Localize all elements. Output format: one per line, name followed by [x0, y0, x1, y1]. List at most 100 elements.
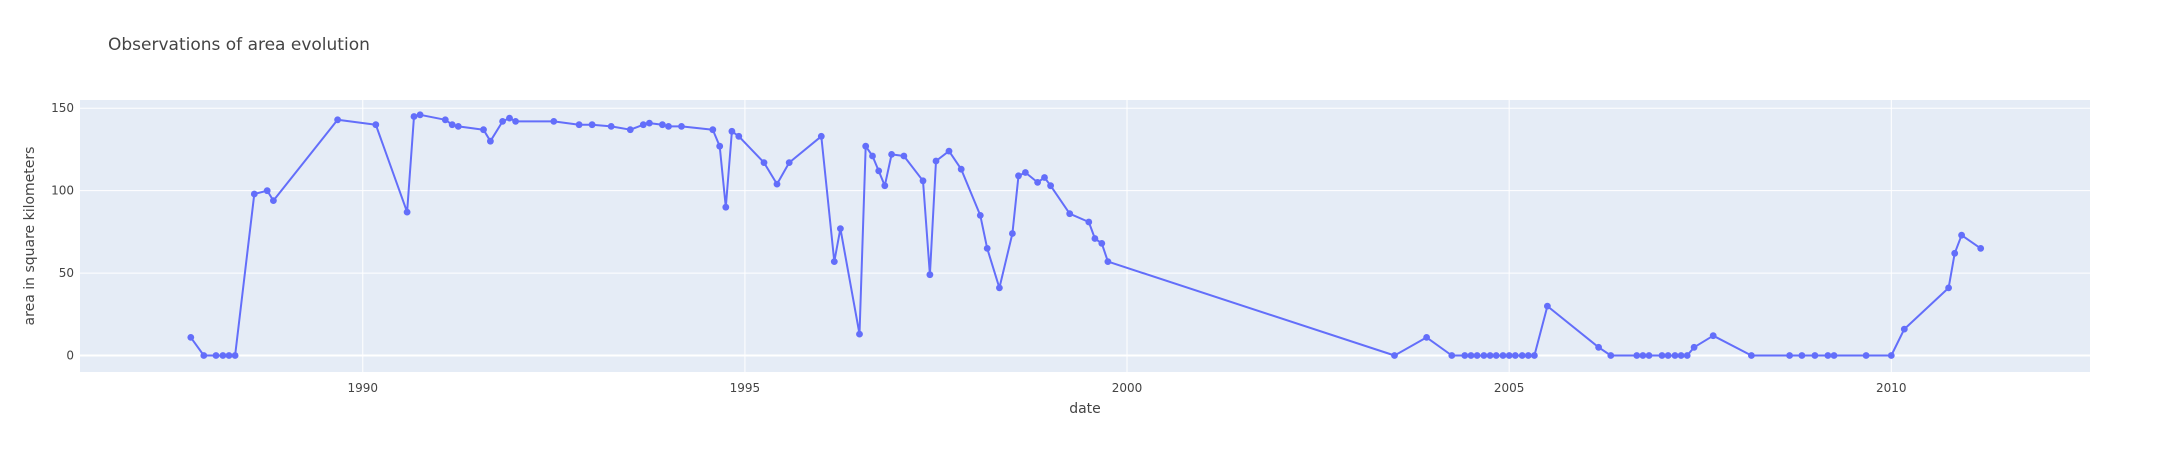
- data-point[interactable]: [1461, 352, 1469, 359]
- data-point[interactable]: [785, 159, 793, 167]
- data-point[interactable]: [837, 225, 844, 233]
- data-point[interactable]: [856, 330, 863, 338]
- data-point[interactable]: [270, 197, 277, 205]
- data-point[interactable]: [512, 118, 519, 125]
- data-point[interactable]: [639, 121, 647, 129]
- data-point[interactable]: [499, 118, 506, 125]
- data-point[interactable]: [1664, 352, 1672, 359]
- data-point[interactable]: [1098, 240, 1106, 247]
- data-point[interactable]: [996, 284, 1003, 292]
- data-point[interactable]: [231, 352, 239, 359]
- data-point[interactable]: [1473, 352, 1481, 359]
- data-point[interactable]: [1518, 352, 1526, 359]
- data-point[interactable]: [1531, 352, 1538, 359]
- data-point[interactable]: [1022, 169, 1029, 176]
- data-point[interactable]: [1423, 334, 1430, 341]
- data-point[interactable]: [550, 118, 558, 125]
- data-point[interactable]: [1824, 352, 1832, 359]
- data-point[interactable]: [1798, 352, 1806, 359]
- data-point[interactable]: [1091, 235, 1099, 242]
- data-point[interactable]: [1047, 182, 1054, 190]
- data-point[interactable]: [945, 147, 953, 155]
- data-point[interactable]: [1066, 210, 1074, 218]
- data-point[interactable]: [1709, 332, 1717, 340]
- data-point[interactable]: [1486, 352, 1494, 359]
- data-point[interactable]: [1862, 352, 1870, 359]
- data-point[interactable]: [1671, 352, 1679, 359]
- data-point[interactable]: [1677, 352, 1685, 359]
- data-point[interactable]: [1945, 284, 1952, 292]
- data-point[interactable]: [1015, 172, 1022, 180]
- data-point[interactable]: [1639, 352, 1647, 359]
- data-point[interactable]: [1645, 352, 1653, 359]
- data-point[interactable]: [250, 190, 258, 198]
- data-point[interactable]: [932, 157, 940, 165]
- data-point[interactable]: [1607, 352, 1615, 359]
- data-point[interactable]: [1951, 249, 1959, 257]
- data-point[interactable]: [1977, 245, 1985, 252]
- data-point[interactable]: [709, 126, 717, 134]
- data-point[interactable]: [773, 180, 781, 188]
- data-point[interactable]: [1492, 352, 1500, 359]
- data-point[interactable]: [1595, 343, 1602, 351]
- data-point[interactable]: [875, 167, 883, 175]
- data-point[interactable]: [1658, 352, 1666, 359]
- data-point[interactable]: [372, 121, 380, 129]
- data-point[interactable]: [403, 208, 411, 216]
- data-point[interactable]: [1104, 258, 1112, 265]
- data-point[interactable]: [1544, 302, 1551, 310]
- data-point[interactable]: [212, 352, 220, 359]
- data-point[interactable]: [760, 159, 768, 167]
- data-point[interactable]: [659, 121, 666, 129]
- data-point[interactable]: [1958, 231, 1965, 239]
- data-point[interactable]: [1748, 352, 1755, 359]
- data-point[interactable]: [575, 121, 583, 129]
- data-point[interactable]: [830, 258, 838, 265]
- data-point[interactable]: [1811, 352, 1819, 359]
- data-point[interactable]: [862, 142, 870, 150]
- data-point[interactable]: [219, 352, 227, 359]
- data-point[interactable]: [480, 126, 487, 134]
- data-point[interactable]: [448, 121, 456, 129]
- data-point[interactable]: [1041, 174, 1048, 181]
- data-point[interactable]: [1448, 352, 1456, 359]
- data-point[interactable]: [1524, 352, 1532, 359]
- data-point[interactable]: [1511, 352, 1519, 359]
- data-point[interactable]: [441, 116, 449, 124]
- data-point[interactable]: [665, 123, 672, 130]
- data-point[interactable]: [1034, 179, 1041, 186]
- data-point[interactable]: [1085, 218, 1093, 226]
- data-point[interactable]: [416, 111, 424, 119]
- data-point[interactable]: [716, 142, 724, 150]
- data-point[interactable]: [646, 119, 653, 127]
- data-point[interactable]: [588, 121, 596, 129]
- data-point[interactable]: [926, 271, 934, 279]
- data-point[interactable]: [1505, 352, 1513, 359]
- data-point[interactable]: [735, 132, 743, 140]
- data-point[interactable]: [678, 123, 685, 130]
- data-point[interactable]: [1633, 352, 1641, 359]
- data-point[interactable]: [817, 132, 825, 140]
- data-point[interactable]: [1467, 352, 1475, 359]
- data-point[interactable]: [187, 334, 195, 341]
- data-point[interactable]: [1900, 325, 1908, 333]
- data-point[interactable]: [1830, 352, 1838, 359]
- data-point[interactable]: [454, 123, 462, 130]
- data-point[interactable]: [881, 182, 889, 190]
- data-point[interactable]: [506, 114, 513, 122]
- data-point[interactable]: [225, 352, 233, 359]
- data-point[interactable]: [626, 126, 634, 134]
- data-point[interactable]: [1009, 230, 1016, 237]
- data-point[interactable]: [334, 116, 341, 124]
- data-point[interactable]: [728, 127, 736, 135]
- data-point[interactable]: [1391, 352, 1398, 359]
- data-point[interactable]: [1690, 343, 1698, 351]
- data-point[interactable]: [900, 152, 908, 160]
- data-point[interactable]: [983, 245, 991, 252]
- data-point[interactable]: [1887, 352, 1895, 359]
- data-point[interactable]: [1499, 352, 1507, 359]
- data-point[interactable]: [919, 177, 927, 185]
- data-point[interactable]: [1480, 352, 1488, 359]
- data-point[interactable]: [1786, 352, 1793, 359]
- data-point[interactable]: [487, 137, 494, 145]
